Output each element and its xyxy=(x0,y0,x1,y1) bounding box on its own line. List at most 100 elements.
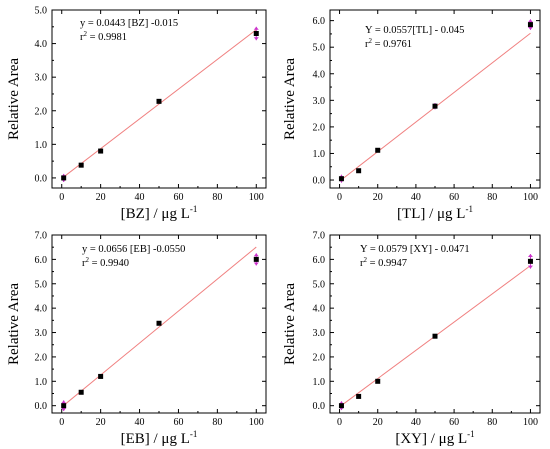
data-point xyxy=(98,373,104,379)
fit-equation: Y = 0.0557[TL] - 0.045 xyxy=(365,25,464,36)
error-cap-down xyxy=(253,262,259,266)
y-tick-label: 3.0 xyxy=(313,328,326,339)
fit-equation: y = 0.0443 [BZ] -0.015 xyxy=(80,18,178,29)
x-axis-label: [BZ] / μg L-1 xyxy=(121,204,198,222)
x-tick-label: 80 xyxy=(212,417,222,428)
data-point xyxy=(253,31,259,37)
data-point xyxy=(375,147,381,153)
x-axis-label: [TL] / μg L-1 xyxy=(397,204,473,222)
fit-equation: Y = 0.0579 [XY] - 0.0471 xyxy=(360,244,470,255)
data-point xyxy=(356,168,362,174)
x-tick-label: 60 xyxy=(449,192,459,203)
y-tick-label: 1.0 xyxy=(35,140,48,151)
data-point xyxy=(156,320,162,326)
x-tick-label: 60 xyxy=(449,417,459,428)
y-tick-label: 3.0 xyxy=(35,73,48,84)
x-tick-label: 60 xyxy=(173,192,183,203)
y-tick-label: 4.0 xyxy=(313,69,326,80)
data-point xyxy=(375,378,381,384)
x-tick-label: 20 xyxy=(96,192,106,203)
error-cap-up xyxy=(61,400,67,404)
y-tick-label: 7.0 xyxy=(35,231,48,242)
fit-equation: y = 0.0656 [EB] -0.0550 xyxy=(82,244,185,255)
data-point xyxy=(338,403,344,409)
x-tick-label: 40 xyxy=(411,417,421,428)
y-tick-label: 4.0 xyxy=(35,304,48,315)
y-tick-label: 1.0 xyxy=(313,377,326,388)
r-squared: r2 = 0.9981 xyxy=(80,30,127,43)
error-cap-up xyxy=(527,19,533,23)
data-point xyxy=(78,162,84,168)
y-tick-label: 5.0 xyxy=(35,279,48,290)
y-tick-label: 4.0 xyxy=(35,39,48,50)
error-cap-up xyxy=(253,26,259,30)
y-axis-label: Relative Area xyxy=(6,58,22,140)
x-tick-label: 0 xyxy=(337,192,342,203)
y-tick-label: 5.0 xyxy=(313,279,326,290)
data-point xyxy=(432,333,438,339)
data-point xyxy=(78,389,84,395)
x-tick-label: 100 xyxy=(249,417,264,428)
y-axis-label: Relative Area xyxy=(282,283,298,365)
data-point xyxy=(338,176,344,182)
x-tick-label: 40 xyxy=(135,417,145,428)
x-tick-label: 20 xyxy=(373,192,383,203)
x-tick-label: 0 xyxy=(337,417,342,428)
chart-panel-4: 0 20 40 60 80 100 0.0 1.0 2.0 3.0 4.0 5.0 6.0 7.0 Y = … xyxy=(282,231,541,447)
data-point xyxy=(527,258,533,264)
x-tick-label: 80 xyxy=(487,192,497,203)
data-point xyxy=(98,148,104,154)
y-tick-label: 0.0 xyxy=(313,401,326,412)
x-tick-label: 40 xyxy=(135,192,145,203)
y-tick-label: 6.0 xyxy=(313,255,326,266)
y-tick-label: 5.0 xyxy=(35,6,48,17)
chart-panel-2: 0 20 40 60 80 100 0.0 1.0 2.0 3.0 4.0 5.0 6.0 Y = 0.0… xyxy=(282,9,541,222)
x-axis-label: [XY] / μg L-1 xyxy=(395,429,474,447)
fit-line xyxy=(63,246,257,406)
y-tick-label: 3.0 xyxy=(35,328,48,339)
error-cap-down xyxy=(527,26,533,30)
x-tick-label: 40 xyxy=(411,192,421,203)
x-tick-label: 0 xyxy=(59,192,64,203)
x-tick-label: 80 xyxy=(212,192,222,203)
x-tick-label: 60 xyxy=(173,417,183,428)
y-axis-label: Relative Area xyxy=(282,58,298,140)
y-tick-label: 1.0 xyxy=(313,149,326,160)
y-tick-label: 0.0 xyxy=(35,173,48,184)
data-point xyxy=(156,98,162,104)
y-tick-label: 5.0 xyxy=(313,43,326,54)
y-tick-label: 6.0 xyxy=(35,255,48,266)
data-point xyxy=(61,175,67,181)
y-tick-label: 7.0 xyxy=(313,231,326,242)
x-tick-label: 100 xyxy=(523,192,538,203)
y-tick-label: 2.0 xyxy=(35,352,48,363)
x-axis-label: [EB] / μg L-1 xyxy=(121,429,198,447)
y-tick-label: 1.0 xyxy=(35,377,48,388)
r-squared: r2 = 0.9761 xyxy=(365,37,412,50)
y-tick-label: 2.0 xyxy=(35,106,48,117)
error-cap-up xyxy=(253,253,259,257)
x-tick-label: 100 xyxy=(523,417,538,428)
y-tick-label: 2.0 xyxy=(313,352,326,363)
y-tick-label: 2.0 xyxy=(313,122,326,133)
y-axis-label: Relative Area xyxy=(6,283,22,365)
x-tick-label: 0 xyxy=(59,417,64,428)
error-cap-down xyxy=(61,408,67,412)
chart-panel-1: 0 20 40 60 80 100 0.0 1.0 2.0 3.0 4.0 5.0 y = 0.0443… xyxy=(6,6,267,222)
y-tick-label: 0.0 xyxy=(313,176,326,187)
error-cap-down xyxy=(527,265,533,269)
r-squared: r2 = 0.9947 xyxy=(360,256,407,269)
chart-panel-3: 0 20 40 60 80 100 0.0 1.0 2.0 3.0 4.0 5.0 6.0 7.0 y = … xyxy=(6,231,267,447)
y-tick-label: 3.0 xyxy=(313,96,326,107)
y-tick-label: 4.0 xyxy=(313,304,326,315)
data-point xyxy=(432,103,438,109)
r-squared: r2 = 0.9940 xyxy=(82,256,129,269)
y-tick-label: 0.0 xyxy=(35,401,48,412)
error-cap-up xyxy=(527,254,533,258)
x-tick-label: 80 xyxy=(487,417,497,428)
data-point xyxy=(253,256,259,262)
x-tick-label: 20 xyxy=(373,417,383,428)
data-point xyxy=(61,403,67,409)
error-cap-down xyxy=(253,37,259,41)
